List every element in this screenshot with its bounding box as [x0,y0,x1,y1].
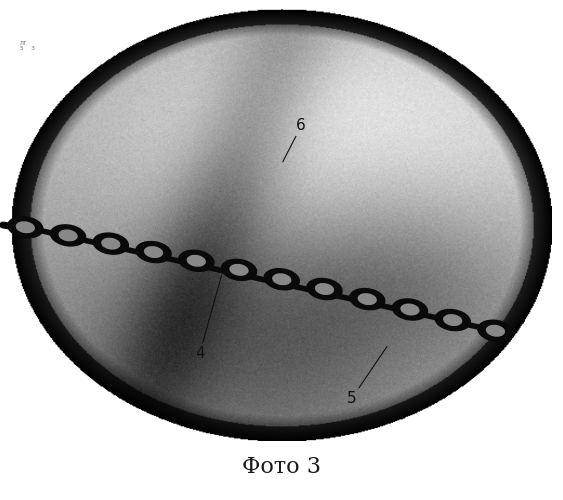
Ellipse shape [221,258,257,281]
Ellipse shape [7,216,43,238]
Ellipse shape [263,268,300,290]
Text: ЛТ
5  3: ЛТ 5 3 [20,40,35,52]
Ellipse shape [392,298,428,321]
Ellipse shape [349,288,386,310]
Text: 4: 4 [195,275,222,361]
Ellipse shape [50,224,86,246]
Ellipse shape [187,255,206,267]
Ellipse shape [229,264,249,276]
Ellipse shape [477,320,513,342]
Ellipse shape [144,246,163,258]
Ellipse shape [101,238,120,250]
Text: 6: 6 [283,118,306,162]
Ellipse shape [272,274,292,285]
Ellipse shape [435,309,471,332]
Ellipse shape [135,241,172,264]
Ellipse shape [443,314,462,326]
Text: 5: 5 [347,346,387,406]
Ellipse shape [178,250,215,272]
Text: Фото 3: Фото 3 [242,456,321,478]
Ellipse shape [59,230,78,241]
Ellipse shape [16,222,35,233]
Ellipse shape [306,278,343,300]
Ellipse shape [486,325,505,336]
Ellipse shape [400,304,419,316]
Ellipse shape [358,293,377,305]
Ellipse shape [315,283,334,295]
Ellipse shape [92,232,129,255]
